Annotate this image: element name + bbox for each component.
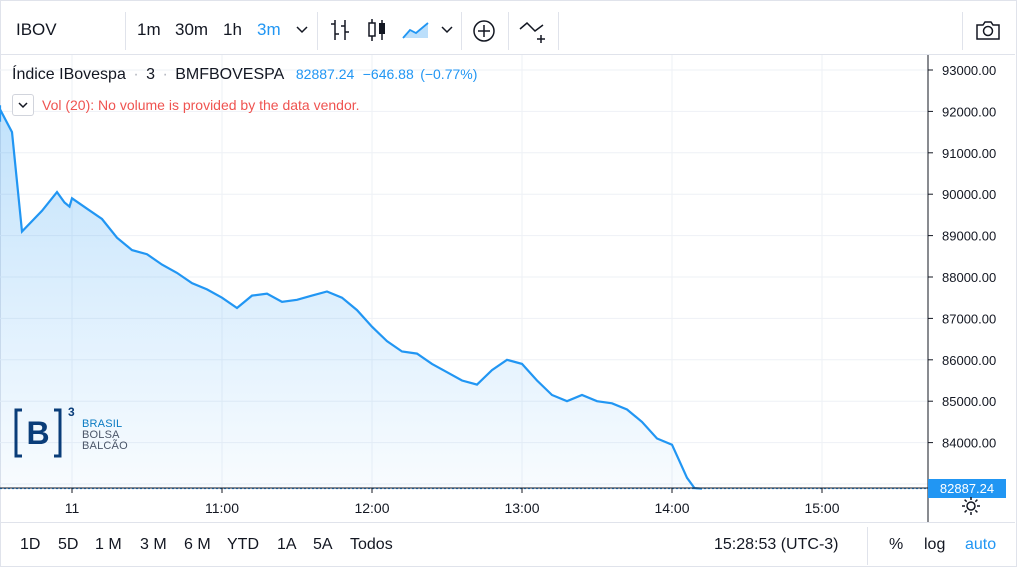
legend-exchange: BMFBOVESPA	[175, 66, 284, 83]
range-5d[interactable]: 5D	[58, 536, 79, 553]
symbol-search-button[interactable]: IBOV	[16, 6, 57, 54]
compare-symbol-icon[interactable]	[519, 19, 549, 45]
legend-interval: 3	[146, 66, 155, 83]
symbol-label: IBOV	[16, 20, 57, 39]
time-tick-label: 15:00	[804, 500, 839, 516]
price-tick-label: 88000.00	[942, 270, 996, 285]
toolbar-divider	[558, 12, 559, 50]
volume-message: Vol (20): No volume is provided by the d…	[42, 97, 360, 113]
add-indicator-icon[interactable]	[472, 19, 496, 43]
range-1a[interactable]: 1A	[277, 536, 297, 553]
time-axis-ticks: 11 11:00 12:00 13:00 14:00 15:00	[65, 488, 840, 516]
last-price-badge: 82887.24	[928, 479, 1006, 499]
candles-icon[interactable]	[366, 18, 388, 42]
timeframe-3m[interactable]: 3m	[257, 20, 281, 39]
b3-logo-line: BRASIL	[82, 418, 123, 430]
log-toggle[interactable]: log	[924, 536, 946, 553]
price-tick-label: 92000.00	[942, 104, 996, 119]
price-tick-label: 89000.00	[942, 229, 996, 244]
toolbar-divider	[962, 12, 963, 50]
price-area-fill	[0, 105, 702, 489]
price-tick-label: 85000.00	[942, 394, 996, 409]
b3-logo: B 3	[14, 405, 75, 458]
price-line	[0, 105, 703, 490]
volume-legend: Vol (20): No volume is provided by the d…	[12, 94, 360, 116]
toolbar-divider	[461, 12, 462, 50]
toolbar-divider	[317, 12, 318, 50]
toolbar-divider	[867, 527, 868, 565]
b3-logo-line: BALCÃO	[82, 440, 128, 452]
time-tick-label: 11	[65, 500, 80, 516]
area-chart-icon[interactable]	[402, 20, 430, 40]
camera-icon[interactable]	[975, 19, 1001, 41]
price-axis-ticks: 93000.00 92000.00 91000.00 90000.00 89000.00…	[928, 63, 996, 492]
timeframe-1h[interactable]: 1h	[223, 20, 242, 39]
legend-name: Índice IBovespa	[12, 66, 126, 83]
range-1m[interactable]: 1 M	[95, 536, 122, 553]
toolbar-divider	[125, 12, 126, 50]
legend-last: 82887.24	[295, 66, 355, 82]
legend-change: −646.88	[362, 66, 414, 82]
range-6m[interactable]: 6 M	[184, 536, 211, 553]
time-tick-label: 11:00	[205, 500, 239, 516]
auto-toggle[interactable]: auto	[965, 536, 997, 553]
range-1d[interactable]: 1D	[20, 536, 41, 553]
bar-chart-icon[interactable]	[329, 18, 351, 42]
collapse-legend-button[interactable]	[12, 94, 34, 116]
timeframe-1m[interactable]: 1m	[137, 20, 161, 39]
range-3m[interactable]: 3 M	[140, 536, 167, 553]
b3-logo-line: BOLSA	[82, 429, 120, 441]
timeframe-30m[interactable]: 30m	[175, 20, 209, 39]
price-tick-label: 84000.00	[942, 436, 996, 451]
range-ytd[interactable]: YTD	[227, 536, 259, 553]
range-todos[interactable]: Todos	[350, 536, 393, 553]
clock-timezone[interactable]: 15:28:53 (UTC-3)	[714, 536, 839, 553]
b3-logo-sup: 3	[68, 405, 75, 419]
price-tick-label: 86000.00	[942, 353, 996, 368]
b3-logo-mark: B	[26, 415, 49, 451]
legend-change-pct: (−0.77%)	[420, 66, 478, 82]
bottom-toolbar: 1D 5D 1 M 3 M 6 M YTD 1A 5A Todos 15:28:…	[0, 522, 1015, 568]
time-tick-label: 14:00	[654, 500, 689, 516]
percent-toggle[interactable]: %	[889, 536, 904, 553]
range-5a[interactable]: 5A	[313, 536, 333, 553]
price-tick-label: 91000.00	[942, 146, 996, 161]
chevron-down-icon[interactable]	[296, 25, 308, 35]
price-tick-label: 87000.00	[942, 311, 996, 326]
price-tick-label: 93000.00	[942, 63, 996, 78]
chevron-down-icon[interactable]	[441, 25, 453, 35]
time-tick-label: 12:00	[354, 500, 389, 516]
price-chart[interactable]: 93000.00 92000.00 91000.00 90000.00 89000.00…	[0, 0, 1019, 522]
gear-icon[interactable]	[961, 496, 981, 516]
time-tick-label: 13:00	[504, 500, 539, 516]
series-legend[interactable]: Índice IBovespa · 3 · BMFBOVESPA 82887.2…	[12, 66, 478, 83]
chevron-down-icon	[18, 101, 28, 108]
top-toolbar: IBOV 1m 30m 1h 3m	[0, 6, 1015, 55]
toolbar-divider	[508, 12, 509, 50]
price-tick-label: 90000.00	[942, 187, 996, 202]
